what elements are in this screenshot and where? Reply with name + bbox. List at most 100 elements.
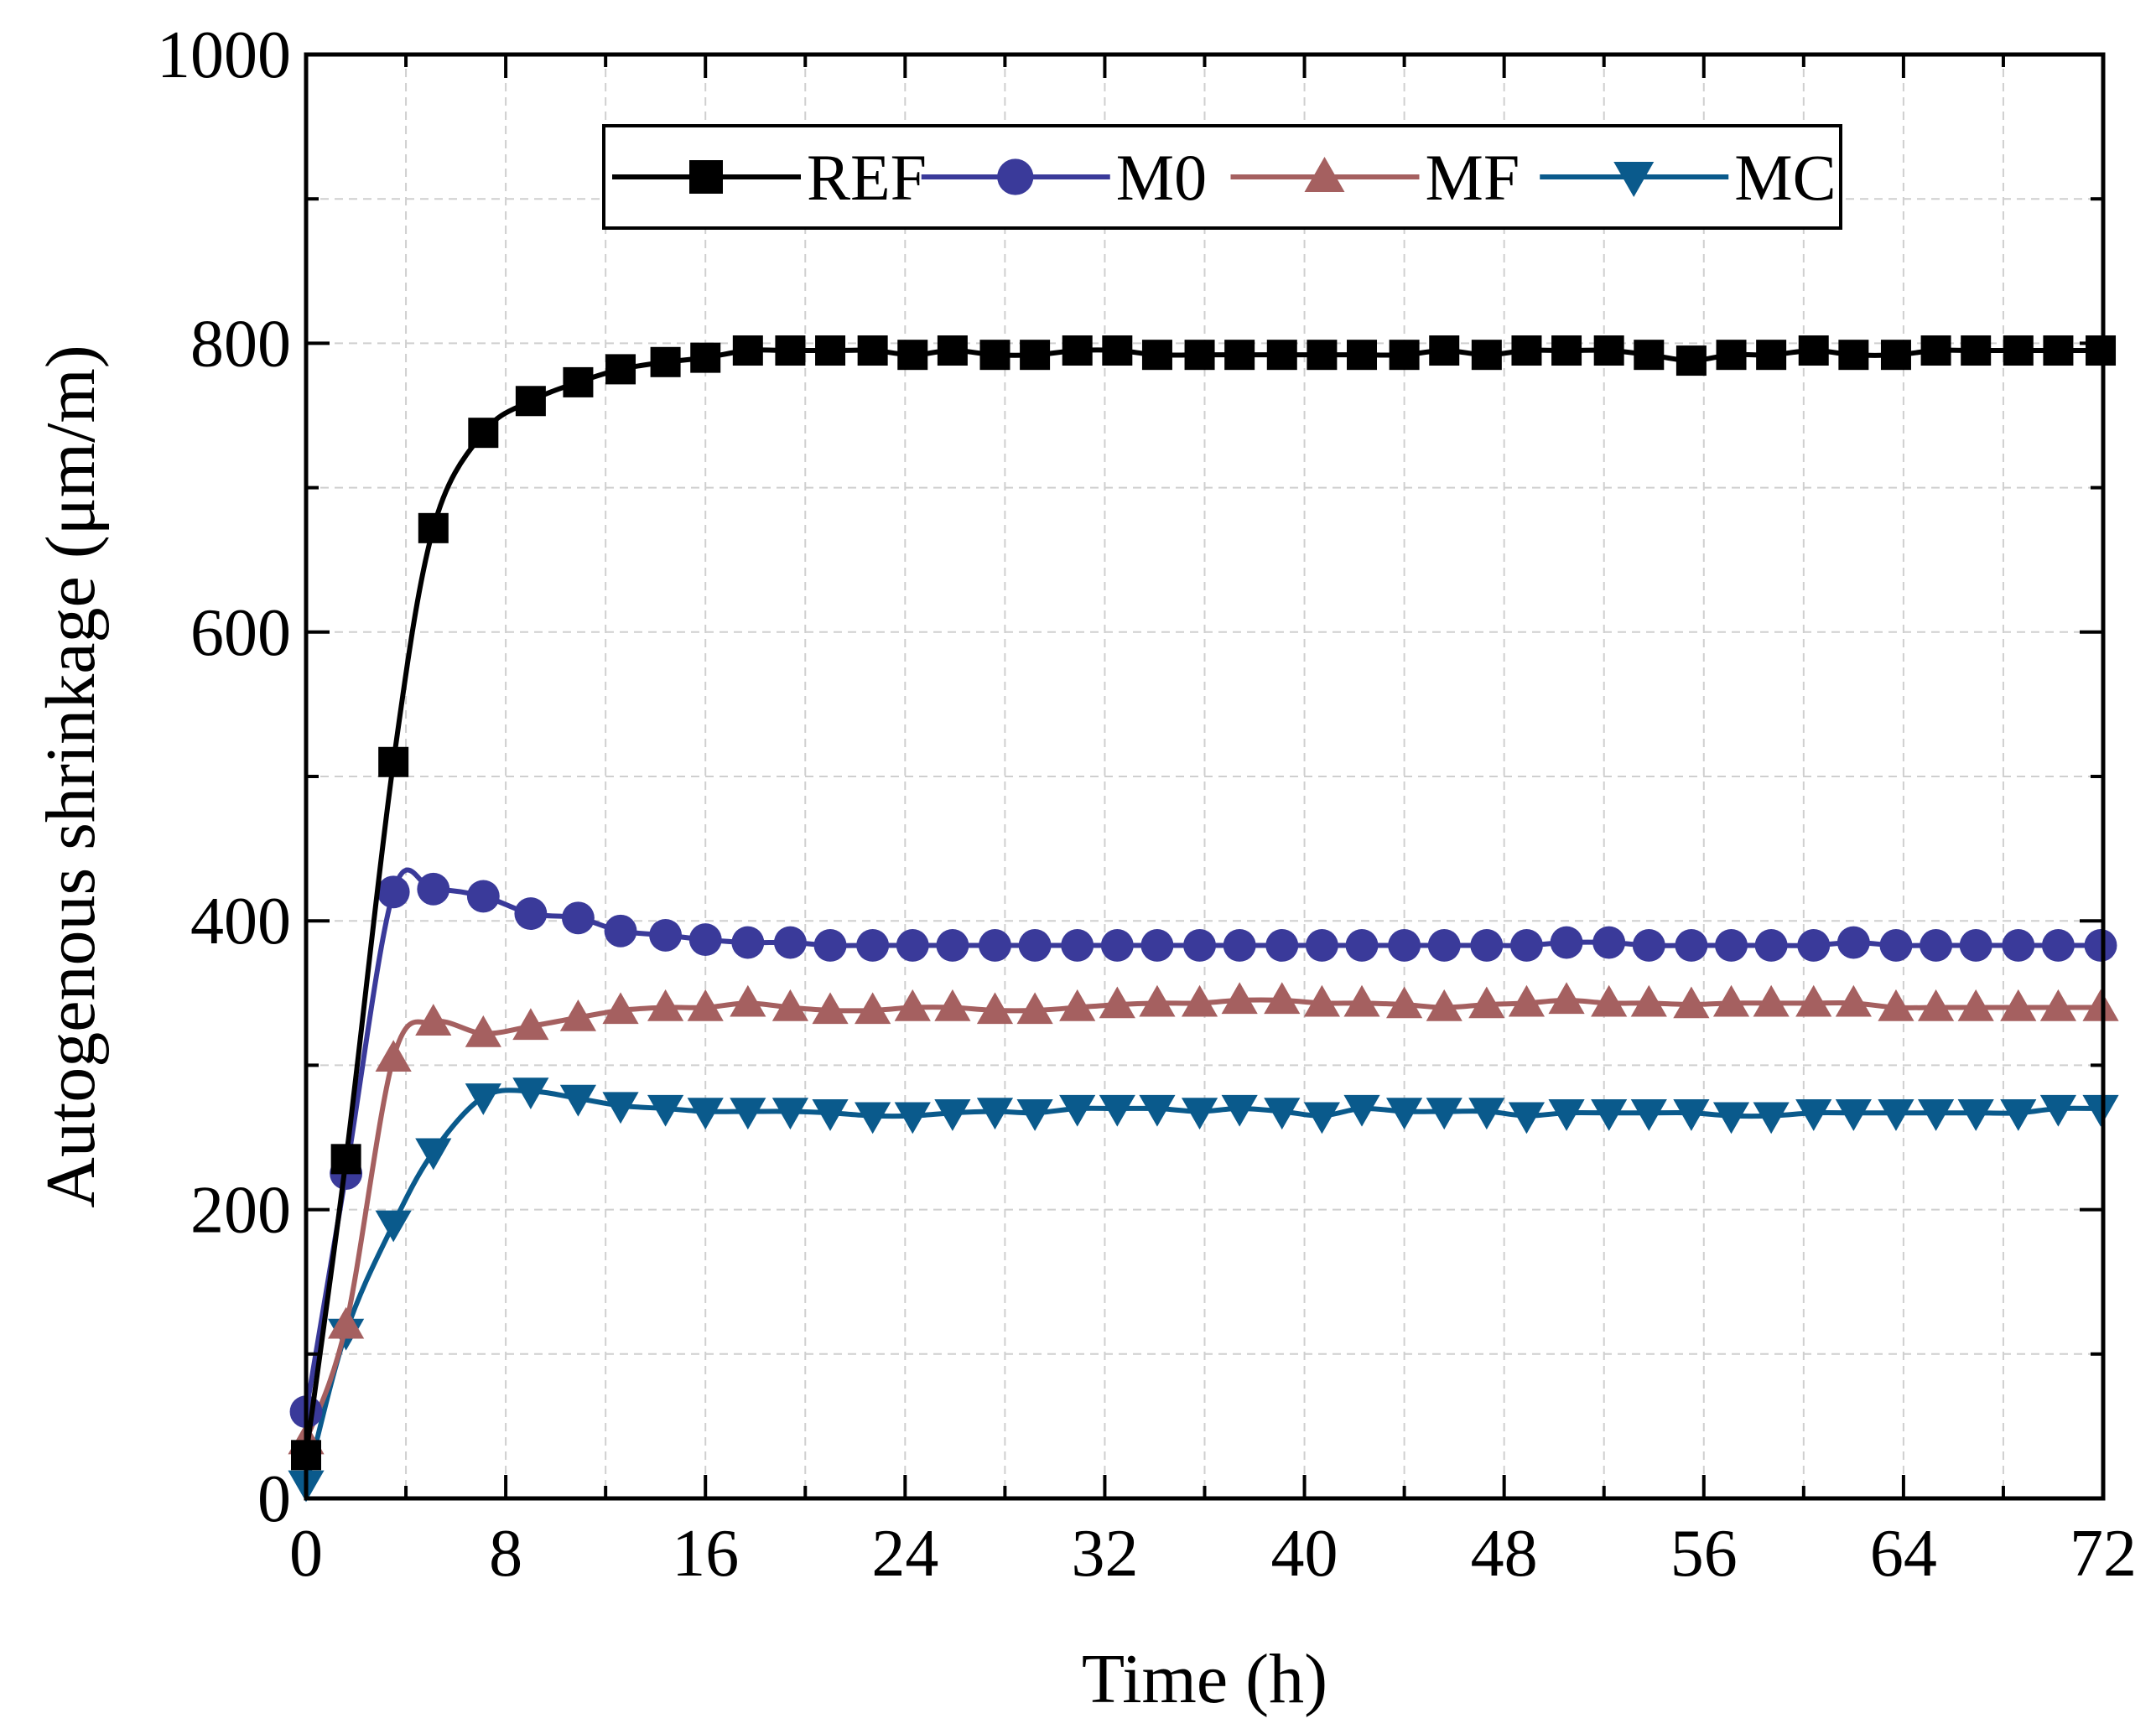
x-tick-label: 64 bbox=[1870, 1517, 1937, 1591]
data-point-ref bbox=[468, 418, 499, 449]
data-point-m0 bbox=[1345, 929, 1379, 962]
x-tick-label: 40 bbox=[1271, 1517, 1338, 1591]
data-point-m0 bbox=[1140, 929, 1174, 962]
data-point-mc bbox=[465, 1083, 501, 1115]
data-point-mc bbox=[1386, 1098, 1423, 1130]
data-point-m0 bbox=[1305, 929, 1338, 962]
x-tick-label: 72 bbox=[2070, 1517, 2137, 1591]
data-point-ref bbox=[1020, 340, 1051, 371]
data-point-m0 bbox=[1754, 929, 1788, 962]
y-tick-label: 400 bbox=[190, 885, 291, 958]
data-point-ref bbox=[979, 340, 1010, 371]
data-point-m0 bbox=[2041, 929, 2075, 962]
data-point-mf bbox=[1181, 984, 1218, 1017]
data-point-mc bbox=[934, 1099, 971, 1131]
data-point-mf bbox=[1917, 989, 1955, 1021]
data-point-mf bbox=[1468, 986, 1505, 1019]
data-point-m0 bbox=[649, 918, 683, 952]
data-point-m0 bbox=[1879, 929, 1913, 962]
data-point-mf bbox=[328, 1306, 365, 1339]
data-point-mc bbox=[559, 1084, 597, 1117]
data-point-m0 bbox=[813, 929, 847, 962]
data-point-ref bbox=[1347, 340, 1378, 371]
data-point-mf bbox=[1591, 984, 1628, 1017]
data-point-mf bbox=[687, 989, 724, 1021]
data-point-m0 bbox=[1592, 926, 1626, 959]
data-point-mc bbox=[1059, 1094, 1096, 1127]
data-point-ref bbox=[2086, 335, 2117, 366]
data-point-mf bbox=[1795, 984, 1832, 1017]
data-point-ref bbox=[1961, 335, 1992, 366]
legend-marker-m0 bbox=[997, 158, 1034, 195]
data-point-mc bbox=[1712, 1102, 1750, 1134]
data-point-mc bbox=[1181, 1098, 1218, 1130]
legend-label-m0: M0 bbox=[1116, 141, 1207, 214]
x-tick-label: 16 bbox=[672, 1517, 739, 1591]
data-point-mc bbox=[602, 1092, 639, 1124]
data-point-mf bbox=[812, 992, 849, 1025]
legend-label-mc: MC bbox=[1734, 141, 1836, 214]
series-layer bbox=[288, 335, 2119, 1503]
data-point-ref bbox=[330, 1144, 361, 1175]
data-point-mf bbox=[1264, 982, 1301, 1015]
axis-tick-labels: 0 8 16 24 32 40 48 56 64 72 0 200 400 600 800 1000 bbox=[157, 18, 2137, 1591]
legend-label-ref: REF bbox=[807, 141, 927, 214]
series-ref bbox=[291, 335, 2117, 1471]
legend-marker-mc bbox=[1613, 162, 1655, 197]
data-point-m0 bbox=[1510, 929, 1543, 962]
data-point-ref bbox=[1389, 340, 1420, 371]
data-point-m0 bbox=[417, 872, 450, 906]
series-line-mf bbox=[304, 997, 2101, 1442]
data-point-mf bbox=[1221, 982, 1258, 1015]
legend-item-ref: REF bbox=[612, 141, 927, 214]
data-point-mf bbox=[855, 992, 891, 1025]
data-point-m0 bbox=[604, 914, 637, 948]
data-point-ref bbox=[1551, 335, 1582, 366]
data-point-mf bbox=[2000, 989, 2037, 1021]
data-point-mc bbox=[1917, 1099, 1955, 1131]
data-point-ref bbox=[563, 366, 594, 397]
data-point-mc bbox=[894, 1102, 931, 1134]
data-point-ref bbox=[1716, 340, 1747, 371]
data-point-mc bbox=[1221, 1094, 1258, 1127]
data-point-ref bbox=[1838, 340, 1869, 371]
data-point-ref bbox=[815, 335, 846, 366]
data-point-mc bbox=[1508, 1102, 1546, 1134]
data-point-ref bbox=[1880, 340, 1911, 371]
data-point-m0 bbox=[1183, 929, 1216, 962]
data-point-mc bbox=[1835, 1099, 1872, 1131]
data-point-mc bbox=[1303, 1102, 1340, 1134]
data-point-mf bbox=[976, 992, 1014, 1025]
data-point-ref bbox=[1593, 335, 1624, 366]
data-point-mf bbox=[1630, 984, 1667, 1017]
grid-lines bbox=[306, 55, 2103, 1498]
series-m0 bbox=[289, 867, 2117, 1429]
y-tick-label: 1000 bbox=[157, 18, 291, 92]
data-point-mf bbox=[934, 989, 971, 1021]
data-point-mf bbox=[375, 1040, 412, 1072]
data-point-mf bbox=[1957, 989, 1994, 1021]
data-point-mf bbox=[1016, 992, 1053, 1025]
data-point-mc bbox=[730, 1098, 766, 1130]
data-point-ref bbox=[515, 386, 546, 417]
data-point-mc bbox=[1099, 1094, 1135, 1127]
data-point-m0 bbox=[1223, 929, 1256, 962]
data-point-ref bbox=[1184, 340, 1215, 371]
y-tick-label: 0 bbox=[257, 1462, 291, 1536]
x-tick-label: 56 bbox=[1670, 1517, 1738, 1591]
data-point-m0 bbox=[1470, 929, 1504, 962]
data-point-mc bbox=[812, 1099, 849, 1131]
data-point-ref bbox=[1920, 335, 1951, 366]
series-mc bbox=[288, 1077, 2119, 1503]
data-point-ref bbox=[378, 746, 409, 777]
data-point-m0 bbox=[2002, 929, 2035, 962]
legend-marker-mf bbox=[1304, 157, 1345, 192]
data-point-m0 bbox=[2084, 929, 2117, 962]
x-tick-label: 0 bbox=[289, 1517, 323, 1591]
data-point-m0 bbox=[731, 926, 765, 959]
data-point-mf bbox=[1343, 984, 1380, 1017]
data-point-ref bbox=[857, 335, 888, 366]
data-point-mc bbox=[1878, 1099, 1914, 1131]
axis-ticks bbox=[304, 53, 2105, 1500]
data-point-mf bbox=[1673, 986, 1710, 1019]
